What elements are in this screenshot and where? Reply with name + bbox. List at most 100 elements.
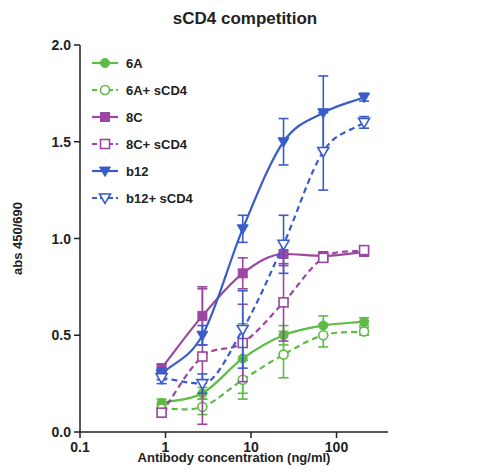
error-cap <box>318 323 328 325</box>
legend-marker <box>101 140 110 149</box>
legend-marker <box>101 59 110 68</box>
point <box>279 298 288 307</box>
legend-label: 8C <box>126 110 143 125</box>
error-cap <box>279 340 289 342</box>
error-cap <box>197 373 207 375</box>
title: sCD4 competition <box>173 9 318 28</box>
x-tick <box>250 432 252 438</box>
point <box>360 317 369 326</box>
y-tick-label: 1.5 <box>52 134 72 150</box>
error-cap <box>359 116 369 118</box>
error-cap <box>318 112 328 114</box>
error-cap <box>318 315 328 317</box>
error-bar <box>359 328 369 336</box>
legend: 6A 6A+ sCD4 8C 8C+ sCD4 b12 b12+ sCD4 <box>92 56 194 206</box>
point <box>319 253 328 262</box>
point <box>238 269 247 278</box>
point <box>198 352 207 361</box>
error-cap <box>197 344 207 346</box>
error-bar <box>318 113 328 190</box>
legend-item: 6A+ sCD4 <box>92 83 188 98</box>
legend-label: b12+ sCD4 <box>126 191 194 206</box>
x-axis-line <box>80 431 388 433</box>
x-tick <box>79 432 81 438</box>
error-cap <box>238 257 248 259</box>
series <box>157 316 369 408</box>
error-cap <box>197 392 207 394</box>
y-tick-label: 0.0 <box>52 424 72 440</box>
error-cap <box>157 371 167 373</box>
error-bar <box>197 289 207 424</box>
series <box>156 76 369 380</box>
legend-marker <box>100 167 111 177</box>
error-cap <box>197 325 207 327</box>
error-cap <box>318 75 328 77</box>
error-cap <box>279 273 289 275</box>
error-bar <box>318 254 328 262</box>
error-bar <box>318 324 328 347</box>
error-cap <box>238 288 248 290</box>
y-tick <box>74 238 80 240</box>
series <box>157 246 369 425</box>
legend-label: 8C+ sCD4 <box>126 137 188 152</box>
error-cap <box>279 377 289 379</box>
error-bar <box>238 258 248 289</box>
y-tick <box>74 335 80 337</box>
error-cap <box>238 290 248 292</box>
plot-area <box>156 76 369 424</box>
x-tick <box>165 432 167 438</box>
legend-marker <box>101 86 110 95</box>
fit-line <box>162 331 364 409</box>
point <box>197 331 208 341</box>
error-bar <box>197 374 207 393</box>
y-tick <box>74 141 80 143</box>
y-tick <box>74 44 80 46</box>
fit-line <box>162 122 364 383</box>
error-cap <box>197 344 207 346</box>
x-tick-label: 1 <box>162 439 170 455</box>
point <box>237 325 248 335</box>
legend-item: 6A <box>92 56 143 71</box>
error-cap <box>197 423 207 425</box>
error-bar <box>197 326 207 345</box>
y-tick-label: 1.0 <box>52 231 72 247</box>
legend-marker <box>100 194 111 204</box>
error-bar <box>359 318 369 326</box>
legend-item: b12 <box>92 164 148 179</box>
error-bar <box>238 291 248 368</box>
error-bar <box>359 246 369 254</box>
error-bar <box>279 119 289 165</box>
legend-item: b12+ sCD4 <box>92 191 194 206</box>
error-cap <box>238 367 248 369</box>
point <box>237 225 248 235</box>
error-cap <box>197 288 207 290</box>
point <box>319 331 328 340</box>
legend-marker <box>101 113 110 122</box>
point <box>360 246 369 255</box>
error-cap <box>238 398 248 400</box>
legend-label: 6A+ sCD4 <box>126 83 188 98</box>
point <box>359 93 370 103</box>
series <box>157 324 369 415</box>
error-cap <box>238 214 248 216</box>
error-bar <box>279 264 289 341</box>
point <box>157 364 166 373</box>
error-bar <box>157 372 167 384</box>
error-cap <box>197 286 207 288</box>
legend-item: 8C+ sCD4 <box>92 137 188 152</box>
point <box>156 374 167 384</box>
x-tick-label: 0.1 <box>70 439 90 455</box>
error-cap <box>318 189 328 191</box>
error-cap <box>238 381 248 383</box>
legend-item: 8C <box>92 110 143 125</box>
error-cap <box>238 242 248 244</box>
point <box>360 327 369 336</box>
y-axis-label: abs 450/690 <box>10 202 25 275</box>
error-cap <box>279 118 289 120</box>
error-bar <box>279 215 289 273</box>
point <box>278 138 289 148</box>
x-tick-label: 100 <box>325 439 349 455</box>
point <box>279 350 288 359</box>
error-cap <box>279 164 289 166</box>
error-cap <box>157 367 167 369</box>
